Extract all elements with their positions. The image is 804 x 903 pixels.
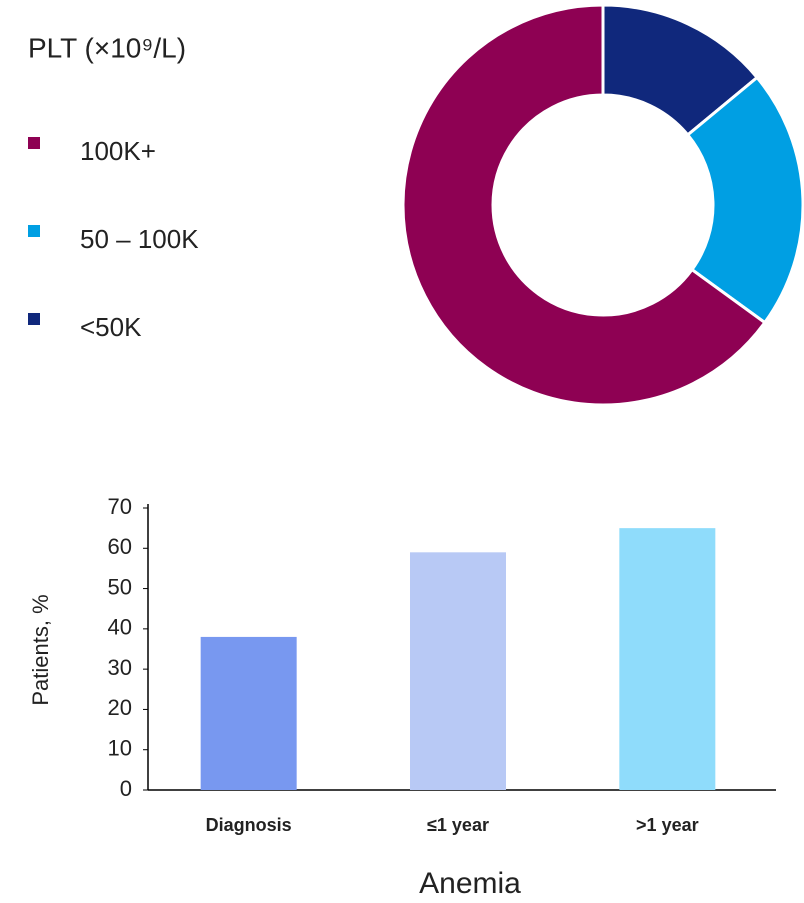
y-tick-label: 60 xyxy=(108,534,132,559)
legend-swatch xyxy=(28,137,40,149)
y-tick-label: 0 xyxy=(120,776,132,801)
donut-segment xyxy=(685,75,804,325)
bar xyxy=(619,528,716,790)
bar xyxy=(410,552,506,790)
legend-label: 100K+ xyxy=(80,136,156,166)
y-tick-label: 20 xyxy=(108,695,132,720)
donut-segment xyxy=(401,3,767,407)
y-tick-label: 10 xyxy=(108,736,132,761)
legend-swatch xyxy=(28,313,40,325)
legend-label: <50K xyxy=(80,312,142,342)
pie-title: PLT (×10⁹/L) xyxy=(28,32,186,63)
legend-swatch xyxy=(28,225,40,237)
x-tick-label: >1 year xyxy=(636,815,699,835)
y-tick-label: 30 xyxy=(108,655,132,680)
y-tick-label: 40 xyxy=(108,615,132,640)
y-tick-label: 50 xyxy=(108,574,132,599)
y-tick-label: 70 xyxy=(108,494,132,519)
y-axis-label: Patients, % xyxy=(28,594,53,705)
x-axis-label: Anemia xyxy=(419,867,521,900)
x-tick-label: Diagnosis xyxy=(206,815,292,835)
legend-label: 50 – 100K xyxy=(80,224,199,254)
bar xyxy=(200,636,297,790)
x-tick-label: ≤1 year xyxy=(427,815,489,835)
